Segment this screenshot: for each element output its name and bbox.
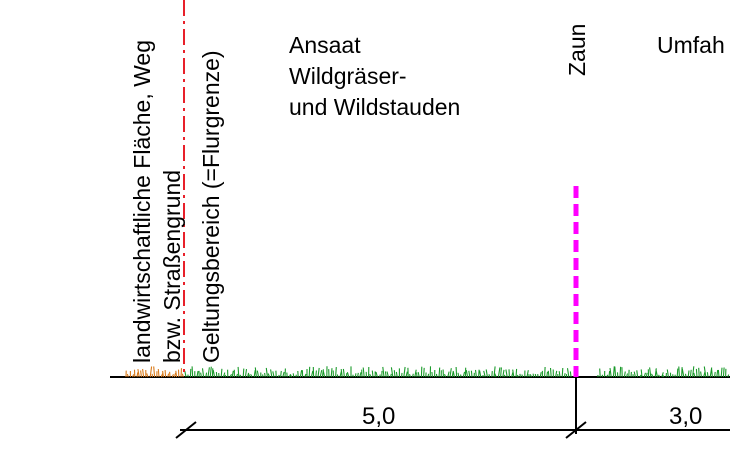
- label-ansaat-line-2: Wildgräser-: [289, 63, 407, 89]
- dimension-tick-left: [175, 421, 197, 439]
- dimension-tick-middle: [565, 421, 587, 439]
- grass-blades: [597, 366, 730, 378]
- label-zaun: Zaun: [564, 24, 590, 76]
- grass-green-strip-right: [597, 366, 730, 378]
- grass-green-strip-main: [184, 366, 572, 378]
- label-landwirtschaftliche-flaeche: landwirtschaftliche Fläche, Weg: [129, 40, 155, 363]
- label-ansaat-block: Ansaat Wildgräser- und Wildstauden: [289, 32, 460, 120]
- grass-blades: [125, 366, 184, 378]
- label-strassengrund: bzw. Straßengrund: [159, 170, 185, 363]
- grass-blades: [184, 366, 572, 378]
- label-ansaat-line-3: und Wildstauden: [289, 94, 460, 120]
- dimension-label-second: 3,0: [669, 403, 702, 430]
- label-umfahrung: Umfah: [657, 32, 725, 58]
- label-ansaat-line-1: Ansaat: [289, 32, 361, 58]
- dimension-label-first: 5,0: [362, 403, 395, 430]
- grass-orange-strip: [125, 366, 184, 378]
- label-geltungsbereich: Geltungsbereich (=Flurgrenze): [198, 50, 224, 363]
